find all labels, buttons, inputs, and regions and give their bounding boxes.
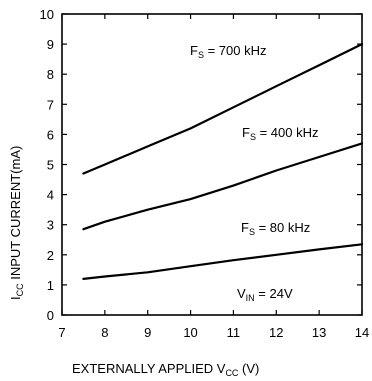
- y-tick-label: 5: [47, 158, 54, 173]
- y-tick-label: 8: [47, 67, 54, 82]
- series-label-bg: [237, 123, 339, 141]
- x-axis-label: EXTERNALLY APPLIED VCC (V): [72, 361, 259, 378]
- x-tick-label: 7: [58, 325, 65, 340]
- x-tick-label: 11: [227, 325, 241, 340]
- series-label-sub: S: [198, 50, 204, 60]
- y-tick-label: 3: [47, 218, 54, 233]
- x-tick-label: 12: [269, 325, 283, 340]
- series-line-1: [82, 142, 364, 231]
- y-axis-label-sub: CC: [15, 283, 25, 296]
- x-tick-label: 10: [183, 325, 197, 340]
- series-label-tail: = 700 kHz: [204, 43, 267, 58]
- series-label-0: FS = 700 kHz: [190, 43, 266, 60]
- vin-annotation-main: V: [237, 286, 246, 301]
- y-tick-label: 6: [47, 127, 54, 142]
- series-layer: [82, 42, 364, 280]
- x-tick-label: 14: [355, 325, 369, 340]
- series-label-main: F: [242, 125, 250, 140]
- series-label-main: F: [190, 43, 198, 58]
- y-tick-label: 0: [47, 308, 54, 323]
- x-tick-label: 13: [312, 325, 326, 340]
- y-tick-label: 7: [47, 97, 54, 112]
- vin-annotation-sub: IN: [246, 293, 255, 303]
- y-tick-label: 2: [47, 248, 54, 263]
- x-axis-label-tail: (V): [238, 361, 259, 376]
- x-tick-label: 8: [101, 325, 108, 340]
- series-label-2: FS = 80 kHz: [241, 220, 310, 237]
- vin-annotation: VIN = 24V: [237, 286, 293, 303]
- series-label-sub: S: [250, 132, 256, 142]
- x-axis-label-sub: CC: [225, 368, 238, 378]
- series-line-2: [82, 243, 364, 280]
- y-tick-label: 10: [40, 7, 54, 22]
- series-label-tail: = 400 kHz: [256, 125, 319, 140]
- series-label-main: F: [241, 220, 249, 235]
- y-tick-label: 4: [47, 188, 54, 203]
- series-label-1: FS = 400 kHz: [242, 125, 318, 142]
- y-axis-label-tail: INPUT CURRENT(mA): [8, 146, 23, 284]
- series-label-sub: S: [249, 227, 255, 237]
- series-line-0: [82, 42, 364, 175]
- vin-annotation-bg: [232, 284, 332, 302]
- series-label-bg: [236, 218, 330, 236]
- x-axis-label-main: EXTERNALLY APPLIED V: [72, 361, 226, 376]
- plot-frame: [61, 13, 363, 316]
- y-axis-label-main: I: [8, 296, 23, 300]
- y-tick-label: 9: [47, 37, 54, 52]
- x-tick-label: 9: [144, 325, 151, 340]
- y-axis-label: ICC INPUT CURRENT(mA): [8, 146, 25, 300]
- y-tick-label: 1: [47, 278, 54, 293]
- series-label-tail: = 80 kHz: [255, 220, 310, 235]
- vin-annotation-tail: = 24V: [255, 286, 293, 301]
